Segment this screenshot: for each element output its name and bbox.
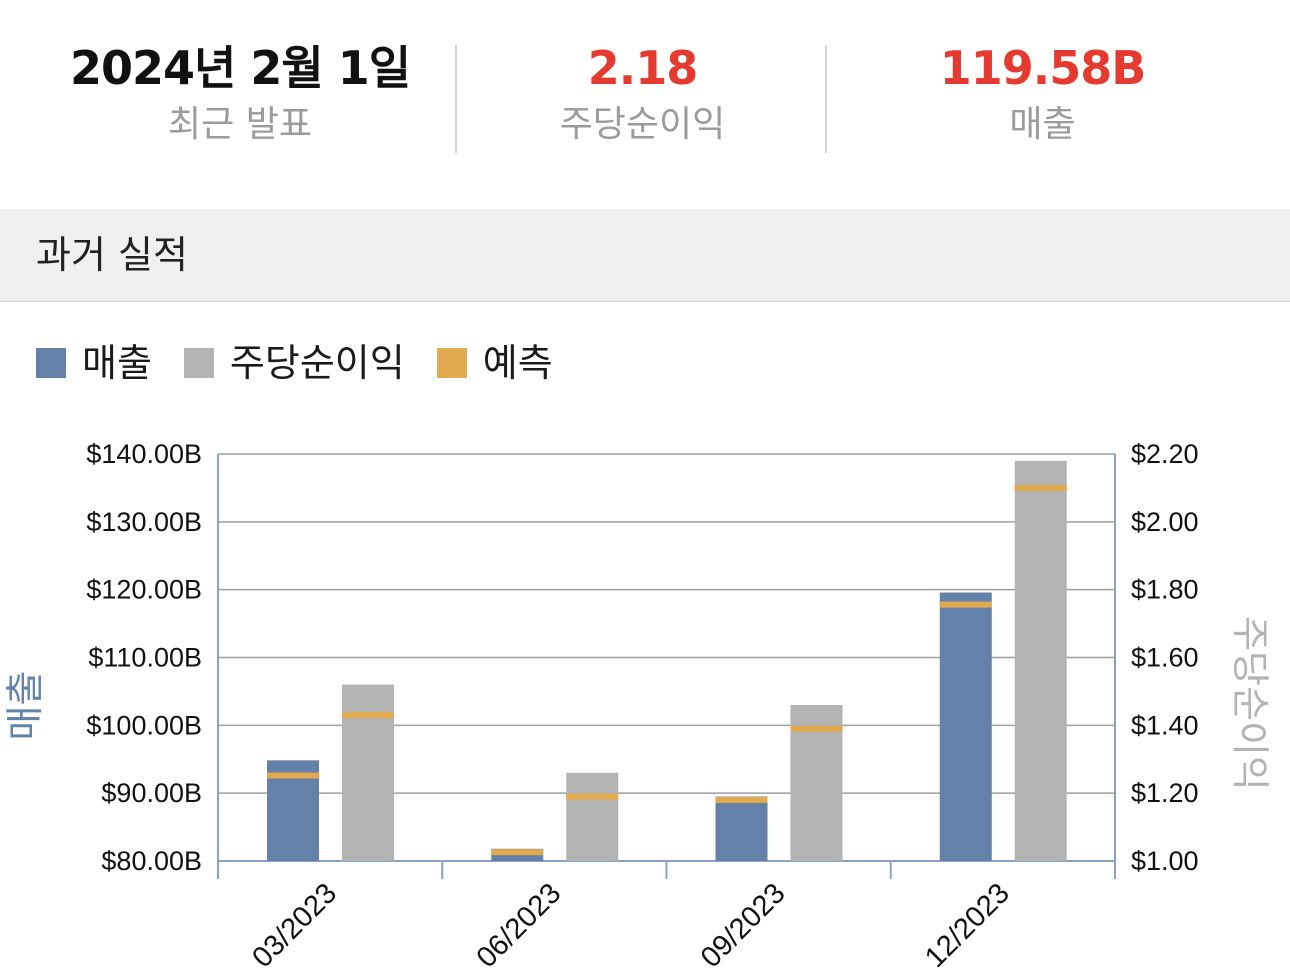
legend-label-eps: 주당순이익	[229, 341, 405, 385]
right-axis-tick-label: $1.80	[1131, 575, 1199, 605]
revenue-stat: 119.58B 매출	[830, 38, 1255, 152]
legend-swatch-forecast	[436, 348, 467, 378]
eps-bar[interactable]	[342, 684, 394, 861]
legend-item-eps[interactable]: 주당순이익	[183, 338, 405, 388]
x-axis-tick-label: 12/2023	[919, 877, 1016, 974]
revenue-bar[interactable]	[939, 592, 992, 861]
revenue-forecast-marker[interactable]	[715, 796, 768, 803]
left-axis-tick-label: $90.00B	[101, 778, 202, 808]
right-axis-tick-label: $2.20	[1131, 439, 1199, 469]
eps-forecast-marker[interactable]	[566, 793, 619, 800]
eps-value: 2.18	[587, 41, 699, 95]
legend-label-revenue: 매출	[82, 341, 152, 385]
legend-item-revenue[interactable]: 매출	[36, 338, 152, 388]
eps-forecast-marker[interactable]	[790, 725, 843, 732]
earnings-summary: 2024년 2월 1일 최근 발표 2.18 주당순이익 119.58B 매출	[0, 0, 1290, 190]
summary-divider	[455, 45, 457, 153]
right-axis-tick-label: $1.60	[1131, 643, 1199, 673]
section-title: 과거 실적	[36, 233, 188, 277]
legend-swatch-eps	[183, 348, 214, 378]
legend-swatch-revenue	[36, 348, 66, 378]
revenue-value: 119.58B	[939, 41, 1147, 95]
left-axis-tick-label: $80.00B	[101, 846, 202, 876]
summary-divider	[825, 45, 827, 153]
left-axis-title: 매출	[3, 671, 47, 741]
eps-bar[interactable]	[1014, 460, 1067, 861]
left-axis-tick-label: $140.00B	[86, 439, 202, 469]
revenue-bar[interactable]	[715, 796, 768, 861]
eps-bar[interactable]	[566, 772, 619, 861]
left-axis-tick-label: $110.00B	[88, 643, 202, 673]
right-axis-tick-label: $2.00	[1131, 507, 1199, 537]
revenue-label: 매출	[1009, 104, 1076, 145]
revenue-forecast-marker[interactable]	[939, 601, 992, 608]
section-header: 과거 실적	[0, 209, 1290, 302]
eps-forecast-marker[interactable]	[342, 712, 394, 719]
left-axis-tick-label: $130.00B	[86, 507, 202, 537]
legend-item-forecast[interactable]: 예측	[436, 338, 553, 388]
eps-forecast-marker[interactable]	[1014, 484, 1067, 491]
right-axis-title: 주당순이익	[1228, 616, 1272, 791]
revenue-forecast-marker[interactable]	[267, 772, 319, 779]
right-axis-tick-label: $1.00	[1131, 846, 1199, 876]
left-axis-tick-label: $100.00B	[86, 710, 202, 740]
eps-stat: 2.18 주당순이익	[460, 38, 825, 152]
report-date-value: 2024년 2월 1일	[69, 41, 411, 95]
report-date-stat: 2024년 2월 1일 최근 발표	[30, 38, 450, 152]
right-axis-tick-label: $1.40	[1131, 710, 1199, 740]
report-date-label: 최근 발표	[168, 104, 312, 145]
x-axis-tick-label: 09/2023	[695, 877, 792, 974]
x-axis-tick-label: 03/2023	[246, 877, 343, 974]
legend-label-forecast: 예측	[482, 341, 553, 385]
x-axis-tick-label: 06/2023	[471, 877, 568, 974]
eps-label: 주당순이익	[559, 104, 726, 145]
revenue-forecast-marker[interactable]	[491, 849, 544, 856]
left-axis-tick-label: $120.00B	[86, 575, 202, 605]
chart-legend: 매출 주당순이익 예측	[36, 336, 585, 390]
right-axis-tick-label: $1.20	[1131, 778, 1199, 808]
